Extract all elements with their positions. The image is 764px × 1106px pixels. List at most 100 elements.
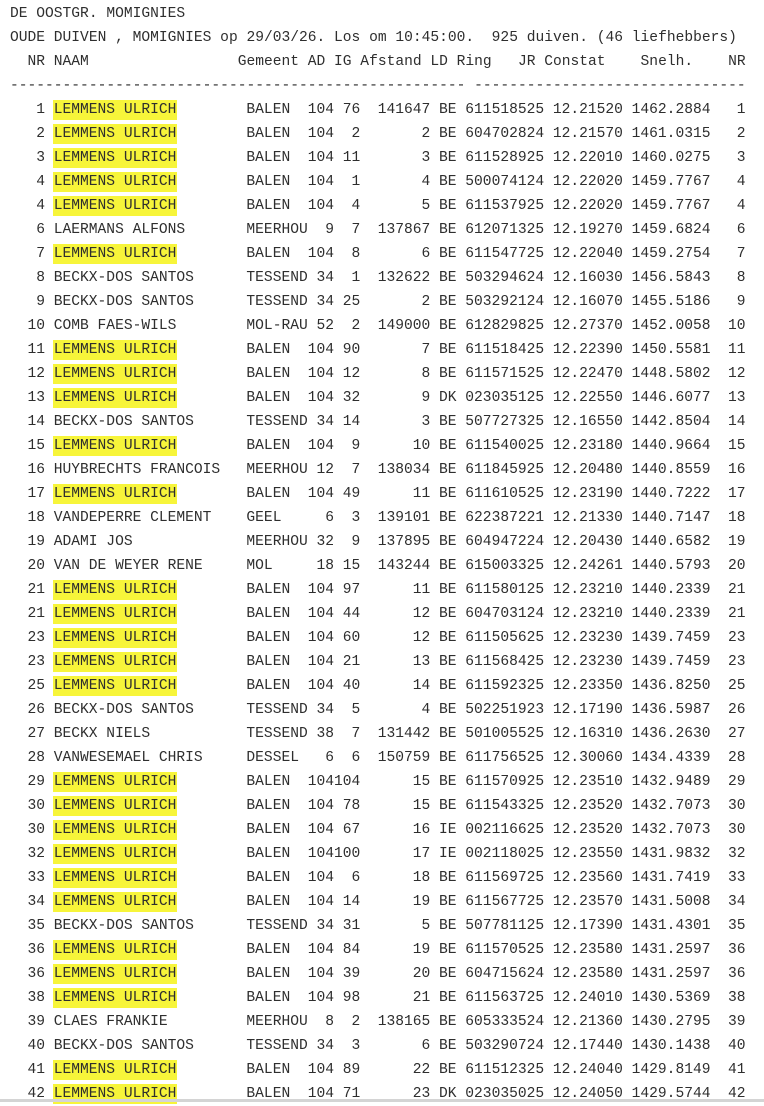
table-row: 13 LEMMENS ULRICH BALEN 104 32 9 DK 02303512… (10, 386, 746, 410)
ring-number-cell: 611505625 (465, 630, 545, 646)
speed-cell: 1431.7419 (631, 870, 711, 886)
table-row: 30 LEMMENS ULRICH BALEN 104 78 15 BE 6115433… (10, 794, 746, 818)
ig-count-cell: 1 (351, 270, 361, 286)
highlighted-name: LEMMENS ULRICH (52, 172, 178, 192)
ig-count-cell: 6 (351, 750, 361, 766)
distance-cell: 9 (421, 390, 431, 406)
arrival-time-cell: 12.23580 (552, 966, 623, 982)
rank-cell: 20 (27, 558, 46, 574)
highlighted-name: LEMMENS ULRICH (52, 340, 178, 360)
arrival-time-cell: 12.23550 (552, 846, 623, 862)
rank-cell: 7 (36, 246, 46, 262)
country-code-cell: IE (439, 846, 457, 862)
speed-cell: 1440.5793 (631, 558, 711, 574)
ring-number-cell: 611547725 (465, 246, 545, 262)
table-row: 33 LEMMENS ULRICH BALEN 104 6 18 BE 61156972… (10, 866, 746, 890)
ad-count-cell: 104 (307, 654, 334, 670)
speed-cell: 1459.2754 (631, 246, 711, 262)
rank-right-cell: 11 (727, 342, 746, 358)
municipality-cell: BALEN (246, 198, 291, 214)
ig-count-cell: 98 (342, 990, 361, 1006)
ring-number-cell: 002116625 (465, 822, 545, 838)
speed-cell: 1429.5744 (631, 1086, 711, 1102)
municipality-cell: BALEN (246, 174, 291, 190)
rank-cell: 32 (27, 846, 46, 862)
ring-number-cell: 611537925 (465, 198, 545, 214)
rank-cell: 16 (27, 462, 46, 478)
municipality-cell: BALEN (246, 606, 291, 622)
highlighted-name: LEMMENS ULRICH (52, 1060, 178, 1080)
highlighted-name: LEMMENS ULRICH (52, 988, 178, 1008)
highlighted-name: LEMMENS ULRICH (52, 964, 178, 984)
rank-right-cell: 23 (727, 654, 746, 670)
table-row: 2 LEMMENS ULRICH BALEN 104 2 2 BE 604702824 … (10, 122, 746, 146)
table-row: 14 BECKX-DOS SANTOS TESSEND 34 14 3 BE 50772… (10, 410, 746, 434)
distance-cell: 5 (421, 198, 431, 214)
table-row: 10 COMB FAES-WILS MOL-RAU 52 2 149000 BE 612… (10, 314, 746, 338)
country-code-cell: BE (439, 486, 457, 502)
country-code-cell: DK (439, 390, 457, 406)
speed-cell: 1440.8559 (631, 462, 711, 478)
country-code-cell: BE (439, 966, 457, 982)
fancier-name-cell: BECKX-DOS SANTOS (53, 702, 194, 718)
ig-count-cell: 21 (342, 654, 361, 670)
fancier-name-cell: HUYBRECHTS FRANCOIS (53, 462, 221, 478)
distance-cell: 143244 (377, 558, 431, 574)
table-row: 12 LEMMENS ULRICH BALEN 104 12 8 BE 61157152… (10, 362, 746, 386)
ring-number-cell: 611563725 (465, 990, 545, 1006)
fancier-name-cell: LEMMENS ULRICH (52, 962, 247, 986)
municipality-cell: TESSEND (246, 726, 308, 742)
distance-cell: 11 (412, 582, 431, 598)
ig-count-cell: 25 (342, 294, 361, 310)
municipality-cell: TESSEND (246, 414, 308, 430)
results-table: 1 LEMMENS ULRICH BALEN 104 76 141647 BE 6115… (10, 98, 746, 1106)
municipality-cell: MEERHOU (246, 1014, 308, 1030)
rank-cell: 26 (27, 702, 46, 718)
speed-cell: 1440.6582 (631, 534, 711, 550)
ring-number-cell: 507727325 (465, 414, 545, 430)
ring-number-cell: 611570925 (465, 774, 545, 790)
fancier-name-cell: LEMMENS ULRICH (52, 866, 247, 890)
fancier-name-cell: LEMMENS ULRICH (52, 818, 247, 842)
ring-number-cell: 604702824 (465, 126, 545, 142)
municipality-cell: BALEN (246, 390, 291, 406)
rank-cell: 30 (27, 822, 46, 838)
municipality-cell: BALEN (246, 966, 291, 982)
ad-count-cell: 38 (316, 726, 334, 742)
ad-count-cell: 104 (307, 486, 334, 502)
speed-cell: 1440.7147 (631, 510, 711, 526)
arrival-time-cell: 12.22010 (552, 150, 623, 166)
arrival-time-cell: 12.30060 (552, 750, 623, 766)
arrival-time-cell: 12.23510 (552, 774, 623, 790)
ring-number-cell: 023035125 (465, 390, 545, 406)
municipality-cell: BALEN (246, 126, 291, 142)
table-row: 4 LEMMENS ULRICH BALEN 104 1 4 BE 500074124 … (10, 170, 746, 194)
municipality-cell: BALEN (246, 366, 291, 382)
arrival-time-cell: 12.20480 (552, 462, 623, 478)
country-code-cell: BE (439, 702, 457, 718)
arrival-time-cell: 12.17440 (552, 1038, 623, 1054)
speed-cell: 1436.5987 (631, 702, 711, 718)
ad-count-cell: 34 (316, 414, 334, 430)
municipality-cell: BALEN (246, 654, 291, 670)
arrival-time-cell: 12.22040 (552, 246, 623, 262)
ig-count-cell: 31 (342, 918, 361, 934)
arrival-time-cell: 12.16550 (552, 414, 623, 430)
highlighted-name: LEMMENS ULRICH (52, 892, 178, 912)
speed-cell: 1450.5581 (631, 342, 711, 358)
municipality-cell: BALEN (246, 246, 291, 262)
municipality-cell: BALEN (246, 438, 291, 454)
rank-cell: 28 (27, 750, 46, 766)
distance-cell: 3 (421, 150, 431, 166)
country-code-cell: BE (439, 774, 457, 790)
ad-count-cell: 9 (325, 222, 334, 238)
highlighted-name: LEMMENS ULRICH (52, 772, 178, 792)
highlighted-name: LEMMENS ULRICH (52, 868, 178, 888)
ring-number-cell: 501005525 (465, 726, 545, 742)
rank-cell: 12 (27, 366, 46, 382)
country-code-cell: BE (439, 342, 457, 358)
ig-count-cell: 3 (351, 1038, 361, 1054)
highlighted-name: LEMMENS ULRICH (52, 940, 178, 960)
ad-count-cell: 104 (307, 1086, 334, 1102)
municipality-cell: MOL (246, 558, 273, 574)
